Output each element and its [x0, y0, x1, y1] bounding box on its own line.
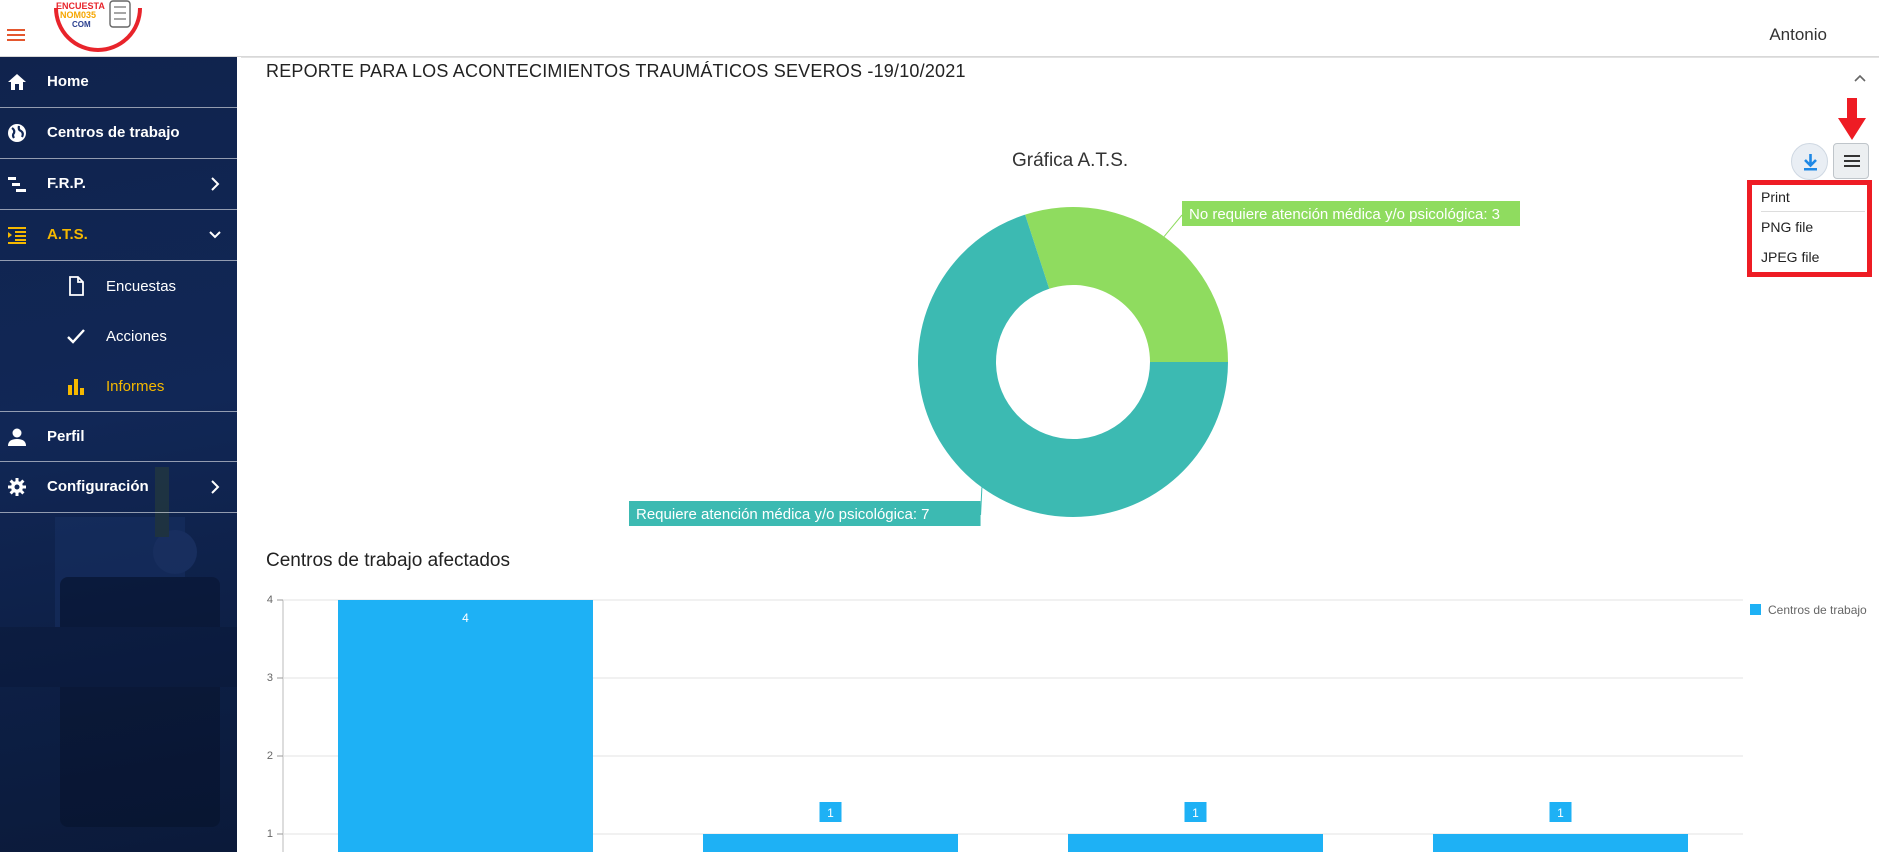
bar-value-label: 1	[1557, 806, 1564, 820]
sidebar-subitem-label: Encuestas	[106, 278, 177, 295]
bar-value-label: 1	[827, 806, 834, 820]
bar[interactable]	[1068, 834, 1323, 852]
logo-text-line-2: NOM035	[60, 10, 96, 20]
indent-list-icon	[8, 227, 26, 244]
gear-icon	[8, 478, 26, 496]
globe-icon	[8, 124, 26, 142]
export-jpeg-option[interactable]: JPEG file	[1761, 249, 1820, 265]
export-png-option[interactable]: PNG file	[1761, 219, 1814, 235]
sidebar-item-home[interactable]: Home	[0, 57, 237, 108]
sidebar-item-label: Home	[47, 73, 89, 90]
bar[interactable]	[1433, 834, 1688, 852]
user-name[interactable]: Antonio	[1769, 25, 1827, 44]
report-title: REPORTE PARA LOS ACONTECIMIENTOS TRAUMÁT…	[266, 61, 966, 81]
sidebar-subitem-label: Acciones	[106, 328, 167, 345]
bar[interactable]	[338, 600, 593, 852]
sidebar-item-label: F.R.P.	[47, 175, 86, 192]
sidebar-subitem-encuestas[interactable]: Encuestas	[0, 261, 237, 311]
document-icon	[69, 276, 84, 296]
sidebar-item-label: Perfil	[47, 428, 85, 445]
chevron-right-icon	[211, 480, 220, 494]
bar-value-label: 4	[462, 611, 469, 625]
chart-menu-button[interactable]	[1833, 143, 1869, 179]
bar-value-label-box	[1184, 802, 1207, 822]
bar[interactable]	[703, 834, 958, 852]
bar-value-label-box	[819, 802, 842, 822]
sidebar-item-frp[interactable]: F.R.P.	[0, 159, 237, 210]
sidebar-item-perfil[interactable]: Perfil	[0, 411, 237, 462]
list-tree-icon	[8, 177, 26, 192]
red-arrow-annotation	[1838, 98, 1866, 140]
download-button[interactable]	[1791, 143, 1828, 180]
logo-text-line-1: ENCUESTA	[56, 1, 105, 11]
bar-chart-title: Centros de trabajo afectados	[266, 550, 510, 571]
legend-label: Centros de trabajo	[1768, 603, 1867, 617]
bar-chart-icon	[68, 379, 84, 395]
donut-chart-title: Gráfica A.T.S.	[1012, 150, 1129, 171]
data-label-box	[1182, 201, 1520, 226]
data-label-connector	[1163, 214, 1183, 237]
y-tick-label: 4	[267, 594, 273, 606]
sidebar-subitem-acciones[interactable]: Acciones	[0, 311, 237, 361]
sidebar-background-image	[0, 467, 237, 827]
main-divider	[241, 57, 1879, 58]
check-icon	[67, 329, 85, 344]
sidebar-item-configuracion[interactable]: Configuración	[0, 462, 237, 513]
export-menu: Print PNG file JPEG file	[1747, 180, 1872, 277]
home-icon	[8, 74, 26, 90]
download-icon	[1804, 154, 1817, 171]
sidebar-item-ats[interactable]: A.T.S.	[0, 210, 237, 261]
brand-logo: ENCUESTA NOM035 COM	[54, 0, 142, 52]
bar-value-label: 1	[1192, 806, 1199, 820]
sidebar-item-label: Centros de trabajo	[47, 124, 180, 141]
y-tick-label: 2	[267, 750, 273, 762]
chevron-right-icon	[211, 177, 220, 191]
sidebar-item-label: Configuración	[47, 478, 149, 495]
sidebar-subitem-informes[interactable]: Informes	[0, 361, 237, 411]
sidebar: Home Centros de trabajo F.R.P. A.T.S. En…	[0, 57, 237, 852]
hamburger-menu-icon[interactable]	[7, 29, 25, 42]
chevron-up-icon[interactable]	[1853, 73, 1867, 83]
menu-icon	[1844, 155, 1860, 157]
sidebar-subitem-label: Informes	[106, 378, 165, 395]
sidebar-item-label: A.T.S.	[47, 226, 88, 243]
y-tick-label: 1	[267, 828, 273, 840]
bar-chart: 1 2 3 4 4 1 1 1	[267, 594, 1743, 852]
logo-text-line-3: COM	[72, 20, 91, 29]
donut-slice[interactable]	[918, 214, 1228, 517]
data-label-box	[629, 501, 981, 526]
donut-chart: No requiere atención médica y/o psicológ…	[629, 201, 1520, 526]
legend-swatch	[1750, 604, 1761, 615]
export-print-option[interactable]: Print	[1761, 189, 1790, 205]
data-label-connector	[980, 487, 983, 516]
y-tick-label: 3	[267, 672, 273, 684]
menu-divider	[1761, 211, 1865, 212]
sidebar-item-centros-de-trabajo[interactable]: Centros de trabajo	[0, 108, 237, 159]
chevron-down-icon	[209, 231, 221, 239]
top-bar: ENCUESTA NOM035 COM Antonio	[0, 0, 1879, 57]
data-label: No requiere atención médica y/o psicológ…	[1189, 206, 1500, 223]
bar-value-label-box	[1549, 802, 1572, 822]
person-icon	[8, 428, 26, 446]
donut-slice[interactable]	[1025, 207, 1228, 362]
data-label: Requiere atención médica y/o psicológica…	[636, 506, 930, 523]
